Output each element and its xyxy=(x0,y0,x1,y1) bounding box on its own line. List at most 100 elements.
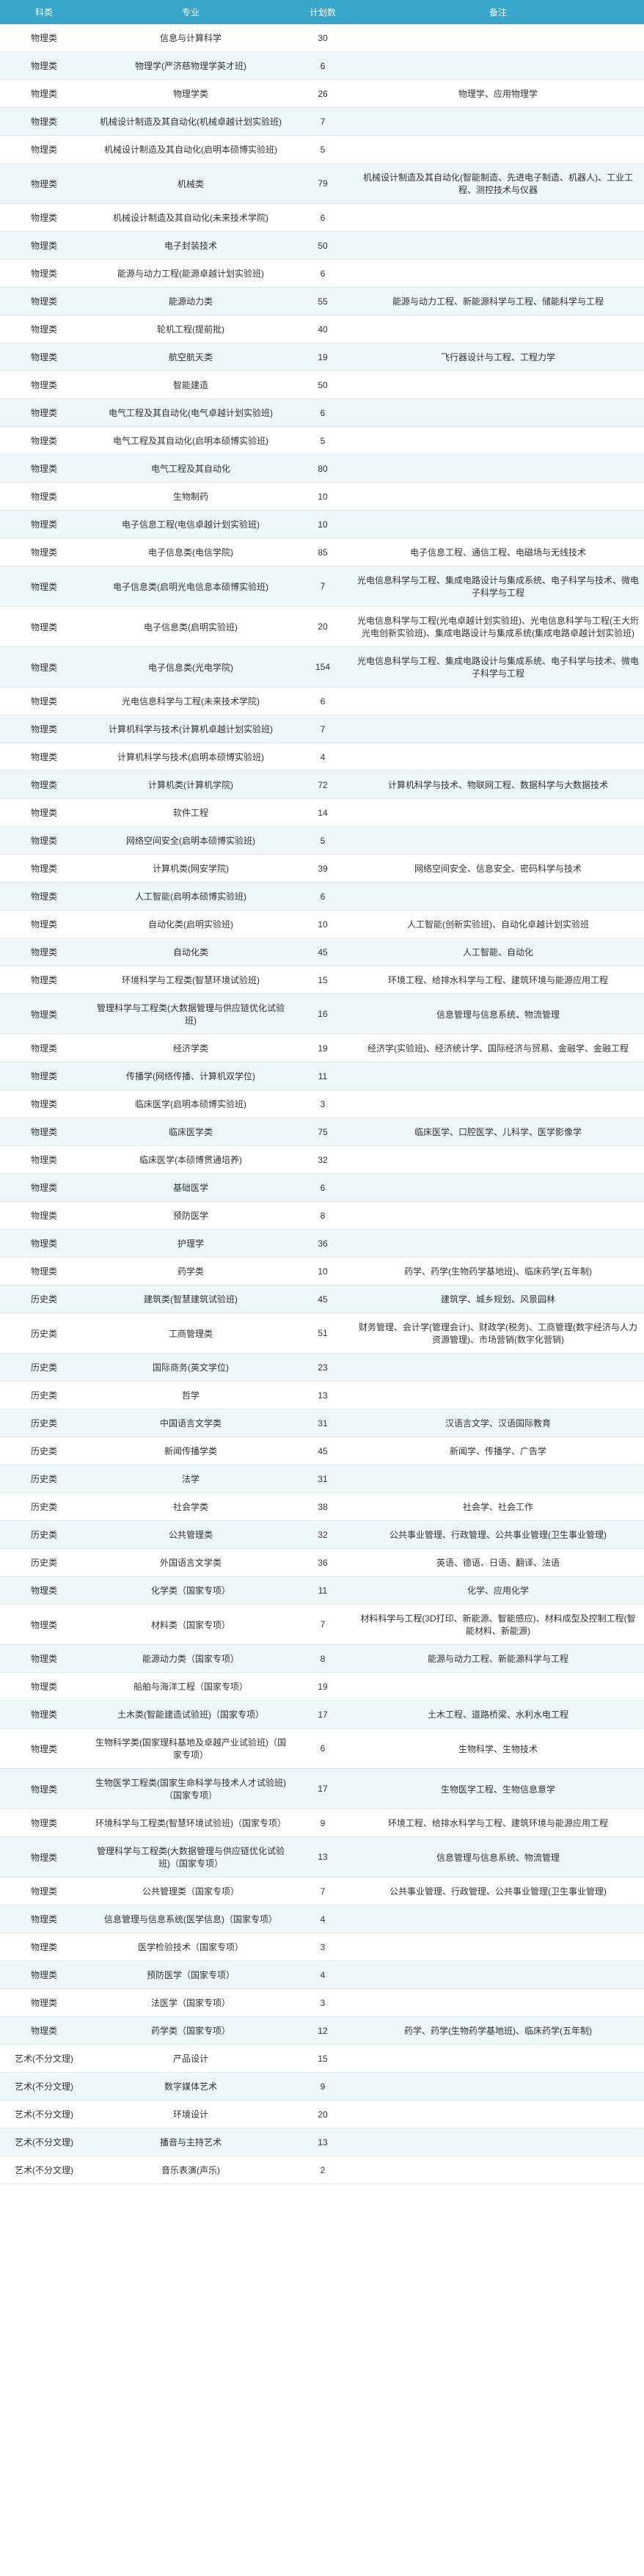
table-row: 物理类预防医学（国家专项）4 xyxy=(0,1961,644,1989)
cell-plan: 20 xyxy=(293,607,352,647)
cell-remark xyxy=(352,232,644,260)
cell-remark: 电子信息工程、通信工程、电磁场与无线技术 xyxy=(352,539,644,566)
cell-major: 机械设计制造及其自动化(启明本硕博实验班) xyxy=(88,136,293,164)
cell-category: 物理类 xyxy=(0,2017,88,2045)
cell-major: 播音与主持艺术 xyxy=(88,2128,293,2156)
cell-major: 传播学(网络传播、计算机双学位) xyxy=(88,1062,293,1090)
table-row: 历史类社会学类38社会学、社会工作 xyxy=(0,1493,644,1521)
cell-remark xyxy=(352,1230,644,1258)
cell-remark: 材料科学与工程(3D打印、新能源、智能感应)、材料成型及控制工程(智能材料、新能… xyxy=(352,1605,644,1645)
cell-major: 公共管理类 xyxy=(88,1521,293,1549)
cell-plan: 9 xyxy=(293,2073,352,2101)
cell-major: 电气工程及其自动化 xyxy=(88,455,293,483)
cell-category: 物理类 xyxy=(0,511,88,539)
table-row: 历史类法学31 xyxy=(0,1465,644,1493)
table-row: 物理类能源动力类（国家专项）8能源与动力工程、新能源科学与工程 xyxy=(0,1645,644,1673)
cell-category: 物理类 xyxy=(0,204,88,232)
cell-major: 工商管理类 xyxy=(88,1313,293,1354)
table-row: 物理类生物制药10 xyxy=(0,483,644,511)
col-plan: 计划数 xyxy=(293,0,352,24)
cell-plan: 6 xyxy=(293,52,352,80)
cell-remark xyxy=(352,715,644,743)
cell-plan: 13 xyxy=(293,1837,352,1878)
cell-remark xyxy=(352,399,644,427)
cell-category: 物理类 xyxy=(0,1605,88,1645)
cell-plan: 5 xyxy=(293,136,352,164)
cell-remark xyxy=(352,260,644,288)
cell-plan: 7 xyxy=(293,1605,352,1645)
cell-major: 法学 xyxy=(88,1465,293,1493)
cell-category: 历史类 xyxy=(0,1437,88,1465)
cell-plan: 55 xyxy=(293,288,352,315)
cell-remark: 社会学、社会工作 xyxy=(352,1493,644,1521)
cell-plan: 19 xyxy=(293,1673,352,1701)
cell-plan: 51 xyxy=(293,1313,352,1354)
cell-remark: 物理学、应用物理学 xyxy=(352,80,644,108)
cell-plan: 3 xyxy=(293,1989,352,2017)
cell-major: 电子信息类(启明实验班) xyxy=(88,607,293,647)
table-row: 物理类经济学类19经济学(实验班)、经济统计学、国际经济与贸易、金融学、金融工程 xyxy=(0,1035,644,1062)
cell-major: 电子封装技术 xyxy=(88,232,293,260)
cell-major: 临床医学类 xyxy=(88,1118,293,1146)
table-row: 历史类公共管理类32公共事业管理、行政管理、公共事业管理(卫生事业管理) xyxy=(0,1521,644,1549)
cell-plan: 5 xyxy=(293,827,352,855)
cell-remark xyxy=(352,1146,644,1174)
cell-major: 网络空间安全(启明本硕博实验班) xyxy=(88,827,293,855)
cell-plan: 6 xyxy=(293,883,352,911)
cell-category: 物理类 xyxy=(0,743,88,771)
cell-category: 历史类 xyxy=(0,1409,88,1437)
cell-category: 物理类 xyxy=(0,1577,88,1605)
cell-remark xyxy=(352,2073,644,2101)
cell-major: 临床医学(本硕博贯通培养) xyxy=(88,1146,293,1174)
cell-category: 物理类 xyxy=(0,136,88,164)
admission-plan-table: 科类 专业 计划数 备注 物理类信息与计算科学30物理类物理学(严济慈物理学英才… xyxy=(0,0,644,2184)
cell-plan: 17 xyxy=(293,1769,352,1809)
cell-plan: 6 xyxy=(293,1729,352,1769)
cell-category: 物理类 xyxy=(0,911,88,938)
cell-remark xyxy=(352,371,644,399)
cell-plan: 6 xyxy=(293,1174,352,1202)
cell-plan: 75 xyxy=(293,1118,352,1146)
cell-remark xyxy=(352,204,644,232)
cell-remark: 汉语言文学、汉语国际教育 xyxy=(352,1409,644,1437)
cell-plan: 79 xyxy=(293,164,352,204)
cell-category: 物理类 xyxy=(0,607,88,647)
table-row: 物理类信息与计算科学30 xyxy=(0,24,644,52)
cell-category: 物理类 xyxy=(0,232,88,260)
cell-remark xyxy=(352,52,644,80)
cell-plan: 13 xyxy=(293,2128,352,2156)
cell-remark xyxy=(352,1465,644,1493)
cell-remark: 网络空间安全、信息安全、密码科学与技术 xyxy=(352,855,644,883)
cell-category: 物理类 xyxy=(0,539,88,566)
table-row: 物理类网络空间安全(启明本硕博实验班)5 xyxy=(0,827,644,855)
cell-plan: 26 xyxy=(293,80,352,108)
table-row: 物理类环境科学与工程类(智慧环境试验班)15环境工程、给排水科学与工程、建筑环境… xyxy=(0,966,644,994)
cell-plan: 11 xyxy=(293,1577,352,1605)
cell-category: 物理类 xyxy=(0,315,88,343)
cell-remark xyxy=(352,1673,644,1701)
cell-category: 历史类 xyxy=(0,1465,88,1493)
table-row: 物理类电子信息类(电信学院)85电子信息工程、通信工程、电磁场与无线技术 xyxy=(0,539,644,566)
cell-remark: 化学、应用化学 xyxy=(352,1577,644,1605)
cell-plan: 36 xyxy=(293,1549,352,1577)
cell-major: 护理学 xyxy=(88,1230,293,1258)
cell-plan: 16 xyxy=(293,994,352,1035)
cell-major: 基础医学 xyxy=(88,1174,293,1202)
cell-plan: 7 xyxy=(293,566,352,607)
cell-major: 能源与动力工程(能源卓越计划实验班) xyxy=(88,260,293,288)
table-row: 物理类光电信息科学与工程(未来技术学院)6 xyxy=(0,687,644,715)
cell-category: 艺术(不分文理) xyxy=(0,2128,88,2156)
cell-plan: 3 xyxy=(293,1090,352,1118)
cell-plan: 6 xyxy=(293,399,352,427)
cell-remark: 能源与动力工程、新能源科学与工程、储能科学与工程 xyxy=(352,288,644,315)
cell-remark xyxy=(352,1062,644,1090)
cell-major: 电子信息类(启明光电信息本硕博实验班) xyxy=(88,566,293,607)
table-row: 物理类生物科学类(国家理科基地及卓越产业试验班)（国家专项）6生物科学、生物技术 xyxy=(0,1729,644,1769)
cell-major: 药学类 xyxy=(88,1258,293,1285)
cell-category: 历史类 xyxy=(0,1285,88,1313)
table-row: 历史类外国语言文学类36英语、德语、日语、翻译、法语 xyxy=(0,1549,644,1577)
cell-major: 人工智能(启明本硕博实验班) xyxy=(88,883,293,911)
table-row: 艺术(不分文理)环境设计20 xyxy=(0,2101,644,2128)
cell-category: 物理类 xyxy=(0,1905,88,1933)
table-row: 物理类生物医学工程类(国家生命科学与技术人才试验班)（国家专项）17生物医学工程… xyxy=(0,1769,644,1809)
